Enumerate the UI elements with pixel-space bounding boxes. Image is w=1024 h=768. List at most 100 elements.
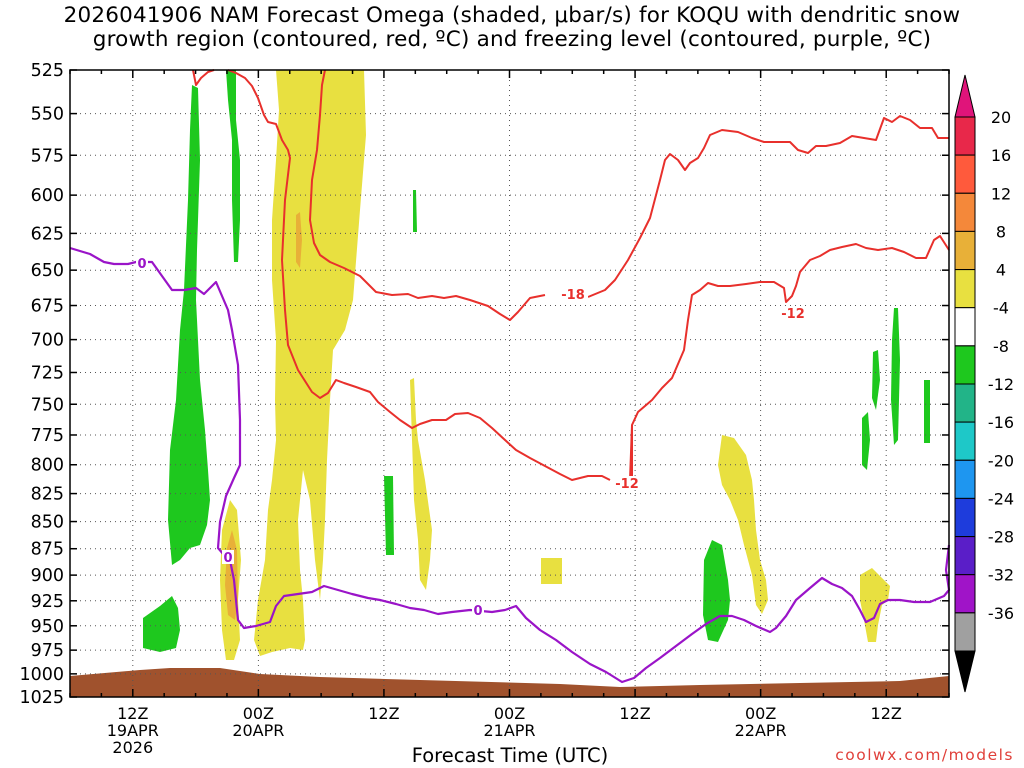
colorbar-label: 8 [996,222,1006,241]
freezing-level-label-0: 0 [223,551,232,566]
y-tick-label: 650 [31,261,64,281]
y-tick-label: 750 [31,395,64,415]
colorbar-swatch [954,383,976,423]
omega-negative-region [143,596,180,652]
freezing-level-label-0: 0 [137,257,146,272]
omega-positive-region [296,212,302,268]
colorbar-swatch [954,116,976,156]
x-tick-label: 21APR [483,721,535,740]
terrain-fill [70,668,949,697]
colorbar-top-arrow [954,74,976,118]
omega-negative-region [872,350,880,410]
y-axis: 525 550 575 600 625 650 675 700 725 750 775 800 825 8… [19,61,949,708]
y-tick-label: 700 [31,331,64,351]
colorbar-label: -36 [988,604,1014,623]
y-tick-label: 925 [31,592,64,612]
y-tick-label: 875 [31,540,64,560]
omega-negative-region [226,70,240,262]
colorbar-swatch [954,574,976,614]
isotherm-minus12 [309,69,546,321]
y-tick-label: 625 [31,224,64,244]
colorbar-label: -16 [988,413,1014,432]
x-tick-label: 20APR [232,721,284,740]
colorbar-swatch [954,421,976,461]
omega-positive-region [541,558,562,584]
omega-negative-regions [143,70,930,652]
contour-labels: 0 0 0 -18 -12 -12 [136,256,808,619]
y-tick-label: 975 [31,641,64,661]
y-tick-label: 1000 [19,665,64,685]
x-tick-label: 12Z [871,704,902,723]
y-tick-label: 525 [31,61,64,81]
colorbar-swatch [954,192,976,232]
isotherm-label-minus18: -18 [561,288,585,303]
omega-negative-region [413,190,417,232]
colorbar-label: -12 [988,375,1014,394]
y-tick-label: 900 [31,566,64,586]
y-tick-label: 775 [31,426,64,446]
chart-title: 2026041906 NAM Forecast Omega (shaded, μ… [0,4,1024,52]
colorbar-label: -28 [988,528,1014,547]
colorbar-label: 4 [996,261,1006,280]
y-tick-label: 725 [31,363,64,383]
contour-label-bg [778,306,808,320]
omega-negative-region [862,412,870,470]
credit-link[interactable]: coolwx.com/models [835,746,1014,764]
freezing-level-label-0: 0 [473,604,482,619]
colorbar-swatch [954,307,976,347]
omega-positive-region [718,435,768,614]
omega-negative-region [168,85,210,565]
x-tick-label: 2026 [112,738,153,757]
y-tick-label: 1025 [19,688,64,708]
isotherm-label-minus12: -12 [781,307,805,322]
omega-positive-region [254,70,366,656]
y-tick-label: 550 [31,105,64,125]
colorbar-swatch [954,612,976,652]
colorbar-swatch [954,269,976,309]
contour-label-bg [558,287,588,301]
colorbar-label: -8 [993,337,1009,356]
isotherm-minus12-c [631,235,950,480]
colorbar-swatch [954,345,976,385]
x-tick-label: 12Z [619,704,650,723]
omega-positive-region [410,378,432,590]
contour-label-bg [472,603,484,617]
y-tick-label: 575 [31,146,64,166]
isotherm-minus18 [192,69,611,481]
y-tick-label: 950 [31,617,64,637]
y-tick-label: 675 [31,297,64,317]
colorbar-label: -24 [988,489,1014,508]
y-tick-label: 825 [31,485,64,505]
colorbar-label: 20 [991,108,1011,127]
colorbar-swatch [954,497,976,537]
colorbar-label: -20 [988,451,1014,470]
y-tick-label: 600 [31,186,64,206]
x-tick-label: 00Z [494,704,525,723]
y-tick-label: 800 [31,456,64,476]
isotherm-minus12-b [587,115,949,298]
y-tick-label: 850 [31,513,64,533]
isotherm-label-minus12: -12 [615,477,639,492]
freezing-level-contour [69,246,951,684]
colorbar-label: -4 [993,299,1009,318]
x-tick-label: 19APR [107,721,159,740]
plot-area [70,70,949,697]
colorbar-swatch [954,536,976,576]
contour-label-bg [222,550,234,564]
omega-positive-region [860,568,890,642]
x-tick-label: 22APR [735,721,787,740]
colorbar-label: 12 [991,184,1011,203]
omega-negative-region [384,476,394,555]
colorbar-label: -32 [988,566,1014,585]
dgz-isotherms [192,69,950,483]
contour-label-bg [136,256,148,270]
colorbar-bottom-arrow [954,650,976,693]
colorbar-swatch [954,230,976,270]
omega-negative-region [891,308,900,445]
x-tick-label: 12Z [117,704,148,723]
contour-label-bg [612,476,642,490]
title-line-1: 2026041906 NAM Forecast Omega (shaded, μ… [63,3,961,28]
colorbar-label: 16 [991,146,1011,165]
